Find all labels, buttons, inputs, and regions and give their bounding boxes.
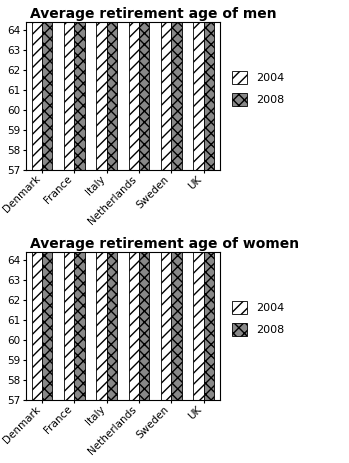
Bar bbox=[161, 0, 171, 400]
Text: Average retirement age of women: Average retirement age of women bbox=[30, 237, 299, 251]
Bar bbox=[193, 0, 204, 169]
Bar bbox=[31, 0, 42, 400]
Legend: 2004, 2008: 2004, 2008 bbox=[227, 297, 289, 340]
Bar bbox=[42, 0, 52, 400]
Bar bbox=[161, 0, 171, 169]
Legend: 2004, 2008: 2004, 2008 bbox=[227, 67, 289, 110]
Bar bbox=[129, 0, 139, 400]
Bar bbox=[74, 0, 84, 400]
Bar bbox=[64, 0, 74, 400]
Bar bbox=[139, 0, 149, 169]
Bar bbox=[74, 0, 84, 169]
Bar bbox=[64, 0, 74, 169]
Bar bbox=[171, 0, 182, 400]
Bar bbox=[31, 0, 42, 169]
Bar bbox=[107, 0, 117, 400]
Bar bbox=[171, 0, 182, 169]
Bar bbox=[96, 0, 107, 400]
Bar bbox=[139, 0, 149, 400]
Bar bbox=[129, 0, 139, 169]
Bar bbox=[204, 0, 214, 400]
Bar bbox=[193, 0, 204, 400]
Bar bbox=[96, 0, 107, 169]
Bar bbox=[204, 0, 214, 169]
Text: Average retirement age of men: Average retirement age of men bbox=[30, 7, 276, 21]
Bar bbox=[107, 0, 117, 169]
Bar bbox=[42, 0, 52, 169]
